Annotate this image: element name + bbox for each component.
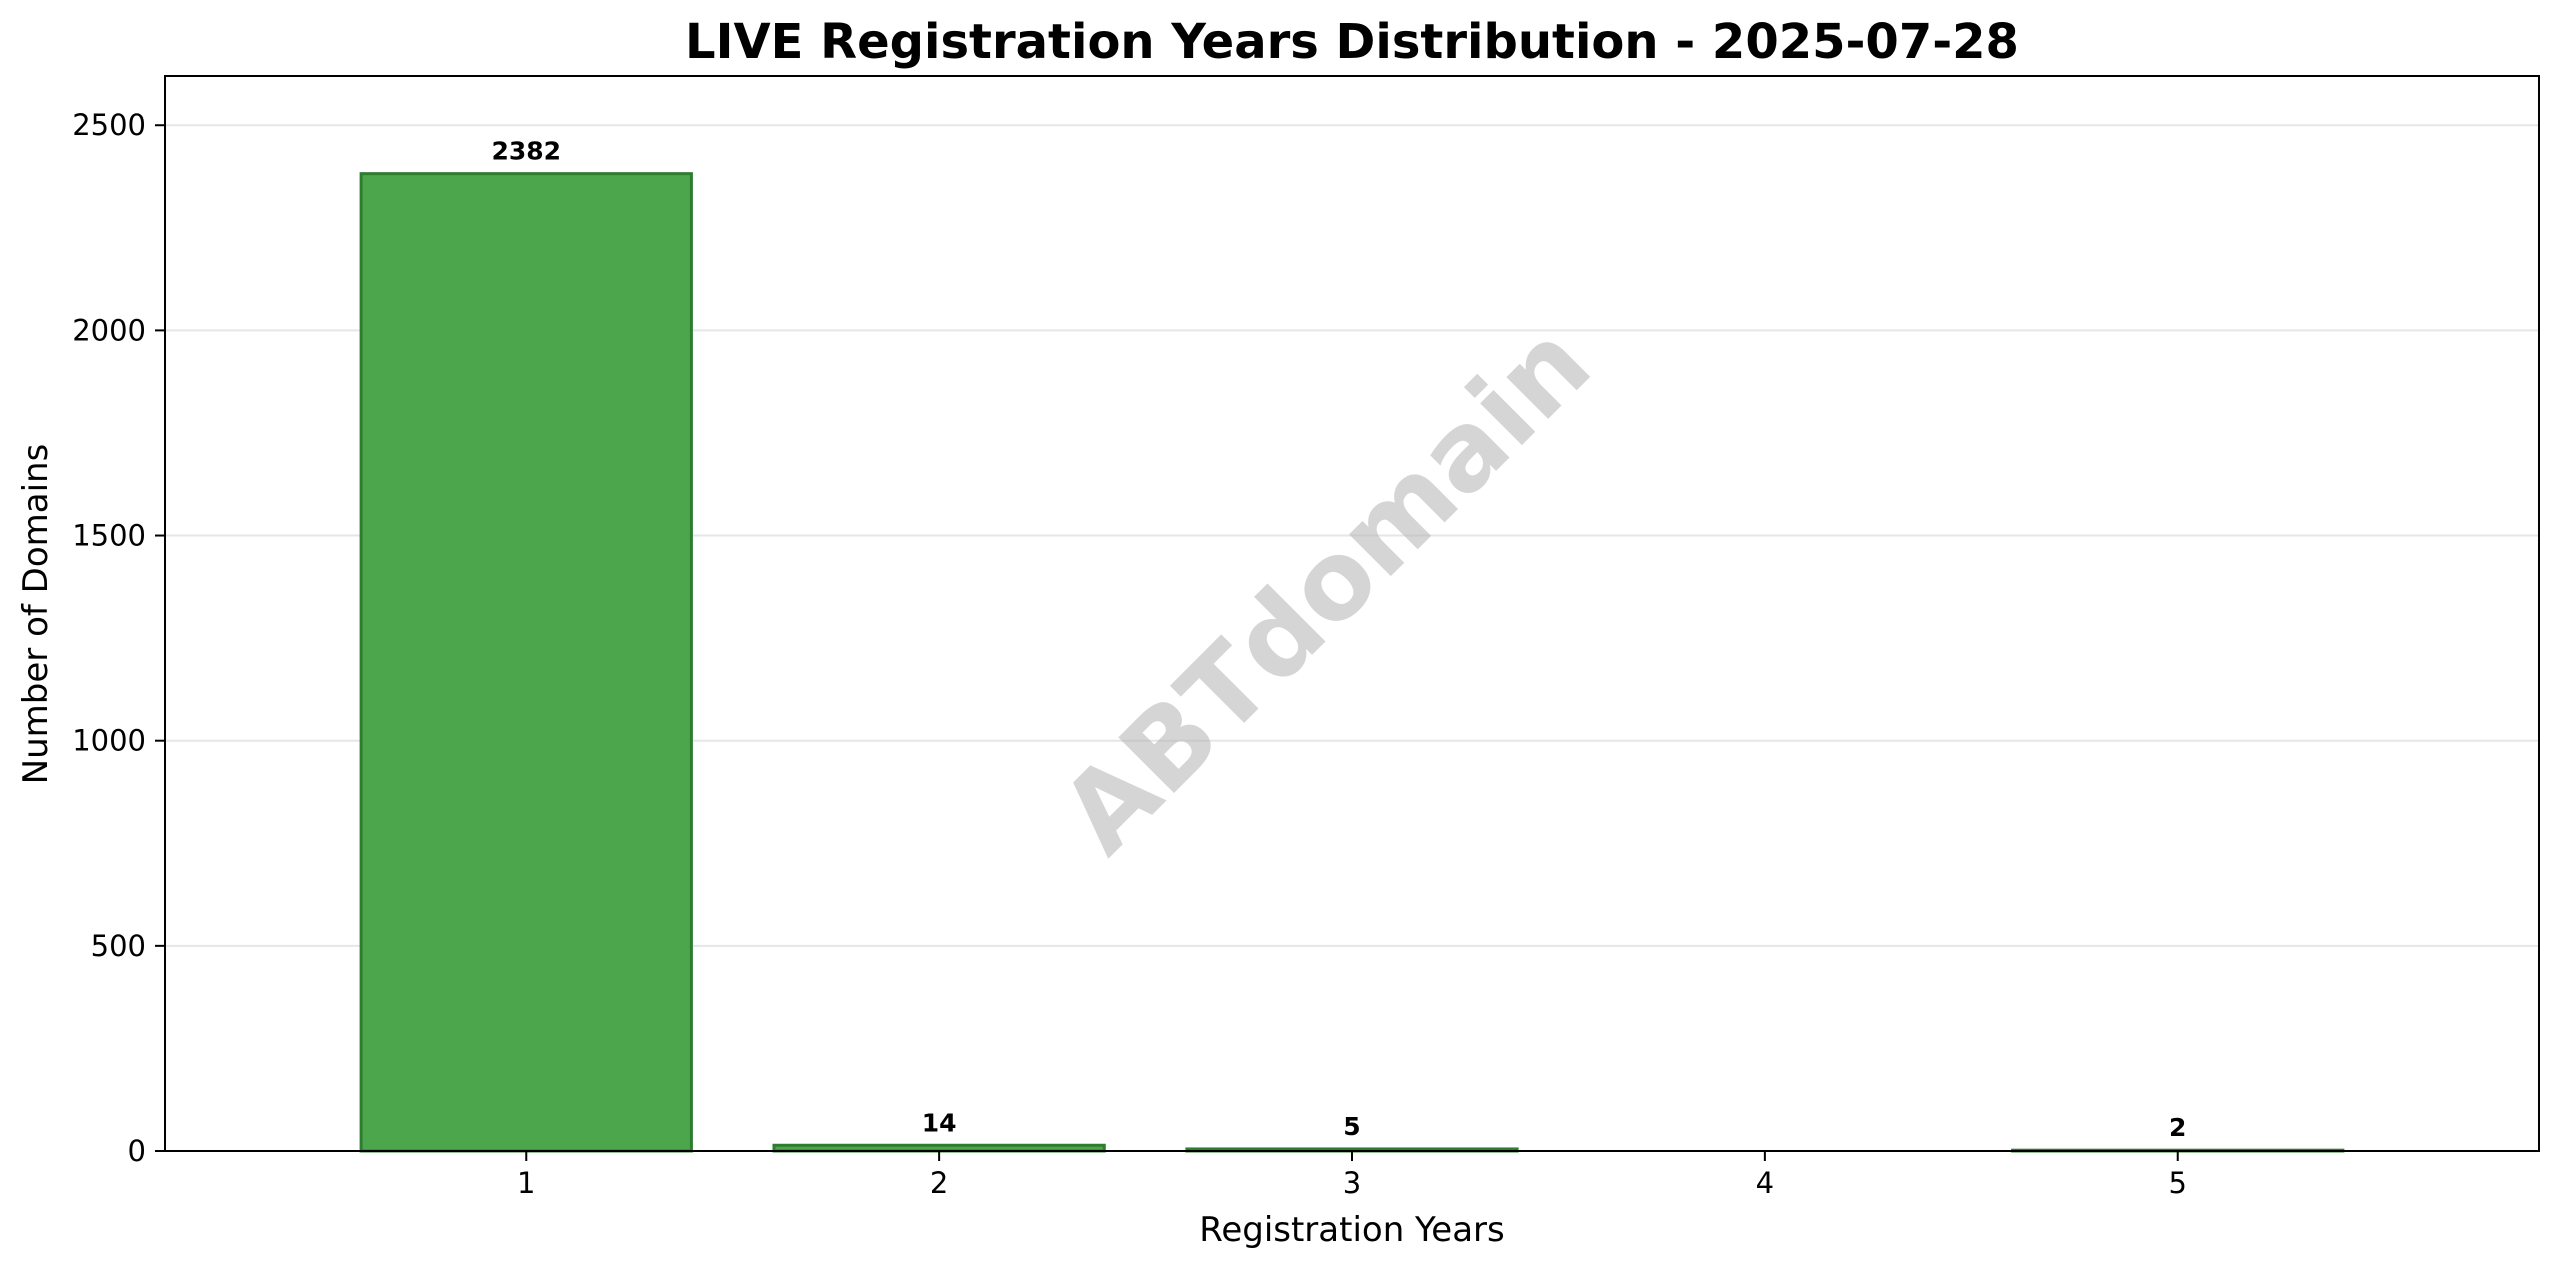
y-tick-label: 500 [91, 929, 146, 963]
y-tick-label: 1000 [72, 724, 146, 758]
bar-1 [359, 172, 693, 1153]
bar-value-labels: 2382 14 5 2 [491, 137, 2186, 1143]
y-tick-label: 0 [128, 1134, 146, 1168]
y-axis-title: Number of Domains [16, 444, 56, 785]
x-tick-label: 5 [2169, 1166, 2187, 1200]
x-axis-title: Registration Years [1199, 1210, 1505, 1250]
x-tick-label: 2 [930, 1166, 948, 1200]
bar-value-label-1: 2382 [491, 137, 561, 166]
x-tick-label: 1 [517, 1166, 535, 1200]
x-tick-label: 3 [1343, 1166, 1361, 1200]
bar-value-label-5: 2 [2169, 1113, 2186, 1142]
bar-value-label-2: 14 [922, 1108, 957, 1137]
y-tick-label: 2500 [72, 108, 146, 142]
y-axis-ticks: 0 500 1000 1500 2000 2500 [72, 108, 165, 1168]
chart-title: LIVE Registration Years Distribution - 2… [685, 14, 2019, 70]
bars [359, 172, 2345, 1153]
x-axis-ticks: 1 2 3 4 5 [517, 1151, 2187, 1200]
y-tick-label: 2000 [72, 313, 146, 347]
bar-value-label-3: 5 [1343, 1112, 1360, 1141]
y-tick-label: 1500 [72, 519, 146, 553]
x-tick-label: 4 [1756, 1166, 1774, 1200]
